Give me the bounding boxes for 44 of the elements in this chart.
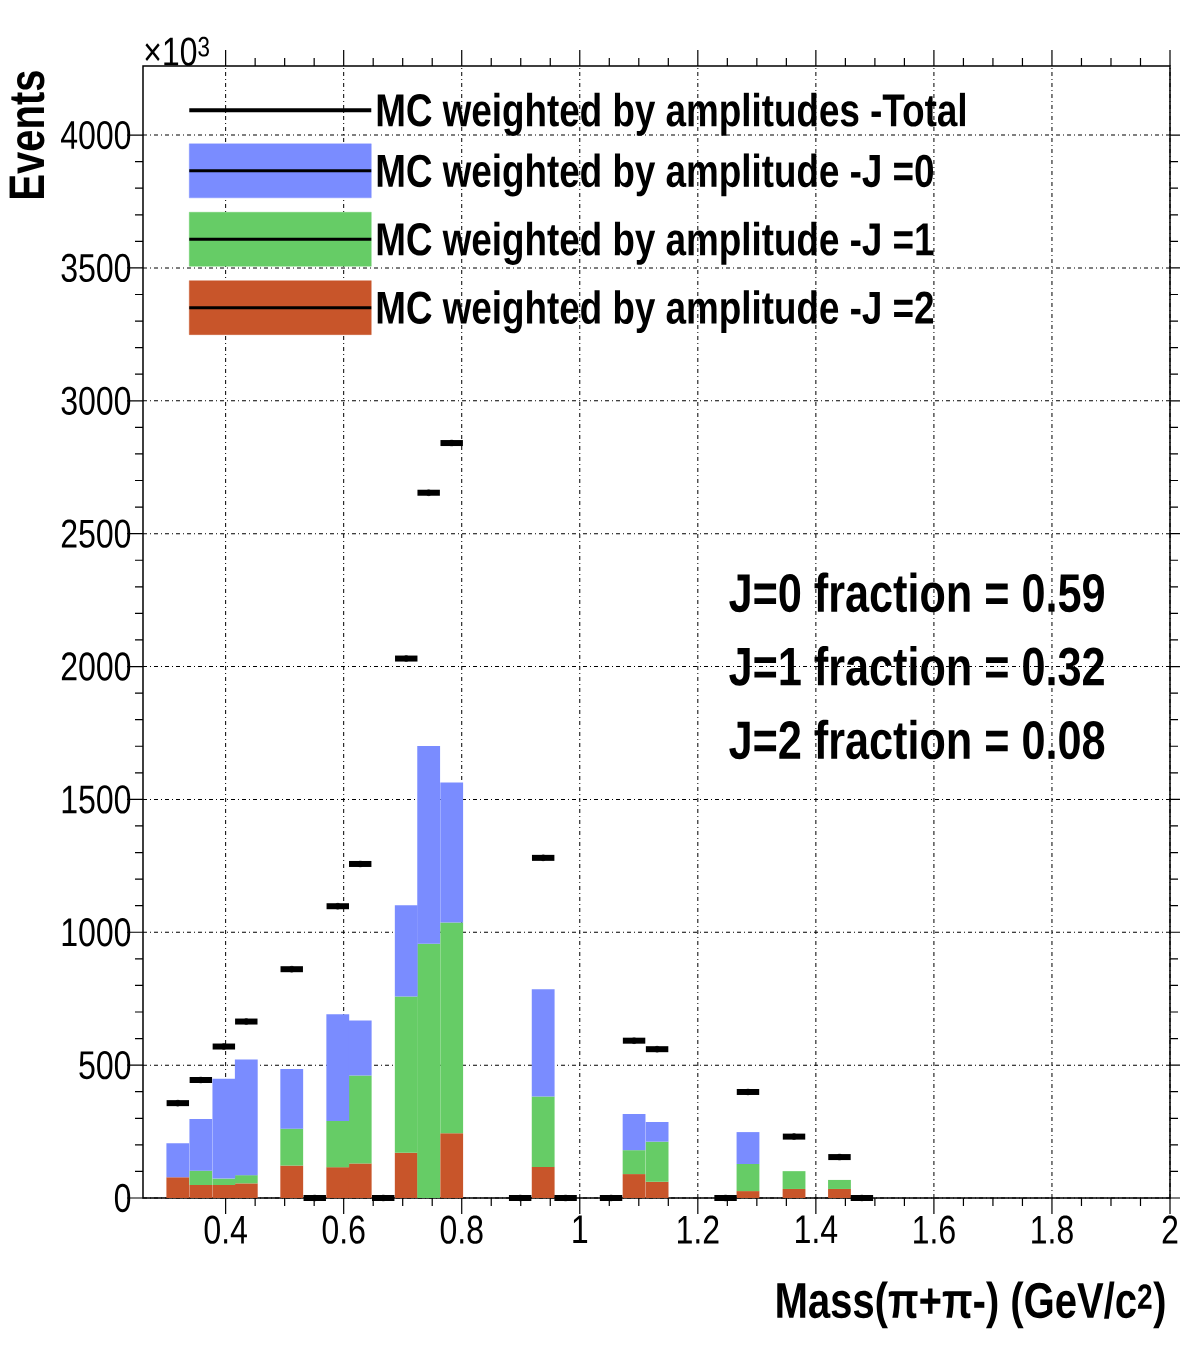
x-tick-label: 1 [573, 1215, 588, 1244]
x-tick-label: 1.6 [914, 1215, 955, 1244]
x-tick-label: 1.4 [796, 1215, 838, 1244]
bar [828, 1179, 851, 1189]
annotation: J=1 fraction = 0.32 [729, 646, 1104, 686]
point [836, 1153, 843, 1161]
bar [782, 1188, 806, 1198]
y-tick-label: 3500 [61, 253, 131, 283]
y-tick-label: 1000 [62, 918, 131, 947]
y-tick-label: 1500 [62, 785, 131, 814]
bar [531, 1096, 555, 1167]
legend-label: MC weighted by amplitudes -Total [377, 92, 965, 136]
y-tick-label: 3000 [61, 386, 131, 415]
legend-label: MC weighted by amplitude -J =0 [377, 153, 934, 197]
y-tick-label: 2000 [61, 652, 131, 681]
bar [280, 1165, 304, 1198]
bar [280, 1128, 304, 1166]
y-tick-label: 4000 [61, 120, 131, 150]
bar [531, 1166, 555, 1198]
bar [440, 1133, 464, 1198]
x-tick-label: 1.2 [678, 1215, 719, 1244]
x-tick-label: 1.8 [1032, 1215, 1073, 1244]
x-tick-label: 2 [1162, 1215, 1178, 1244]
bar [736, 1163, 760, 1192]
bar [394, 1152, 418, 1198]
y-tick-label: 2500 [61, 519, 131, 548]
bar [736, 1132, 760, 1164]
annotation: J=0 fraction = 0.59 [729, 572, 1104, 613]
legend-label: MC weighted by amplitude -J =1 [377, 221, 934, 265]
y-tick-label: 500 [79, 1050, 131, 1080]
text: ×10$^{3}$ [145, 36, 209, 66]
bar [280, 1069, 304, 1129]
y-tick-label: 0 [114, 1183, 131, 1213]
x-tick-label: 0.8 [440, 1215, 483, 1244]
x-tick-label: 0.6 [322, 1215, 365, 1244]
bar [531, 989, 555, 1097]
annotation: J=2 fraction = 0.08 [729, 719, 1105, 760]
x-axis-title: Mass(π+π-) (GeV/c$^{2}$) [777, 1281, 1165, 1329]
bar [828, 1188, 851, 1198]
legend-label: MC weighted by amplitude -J =2 [377, 290, 934, 334]
bar [782, 1171, 806, 1189]
y-axis-title: Events [9, 71, 45, 198]
bar [736, 1191, 760, 1198]
x-tick-label: 0.4 [204, 1215, 247, 1244]
